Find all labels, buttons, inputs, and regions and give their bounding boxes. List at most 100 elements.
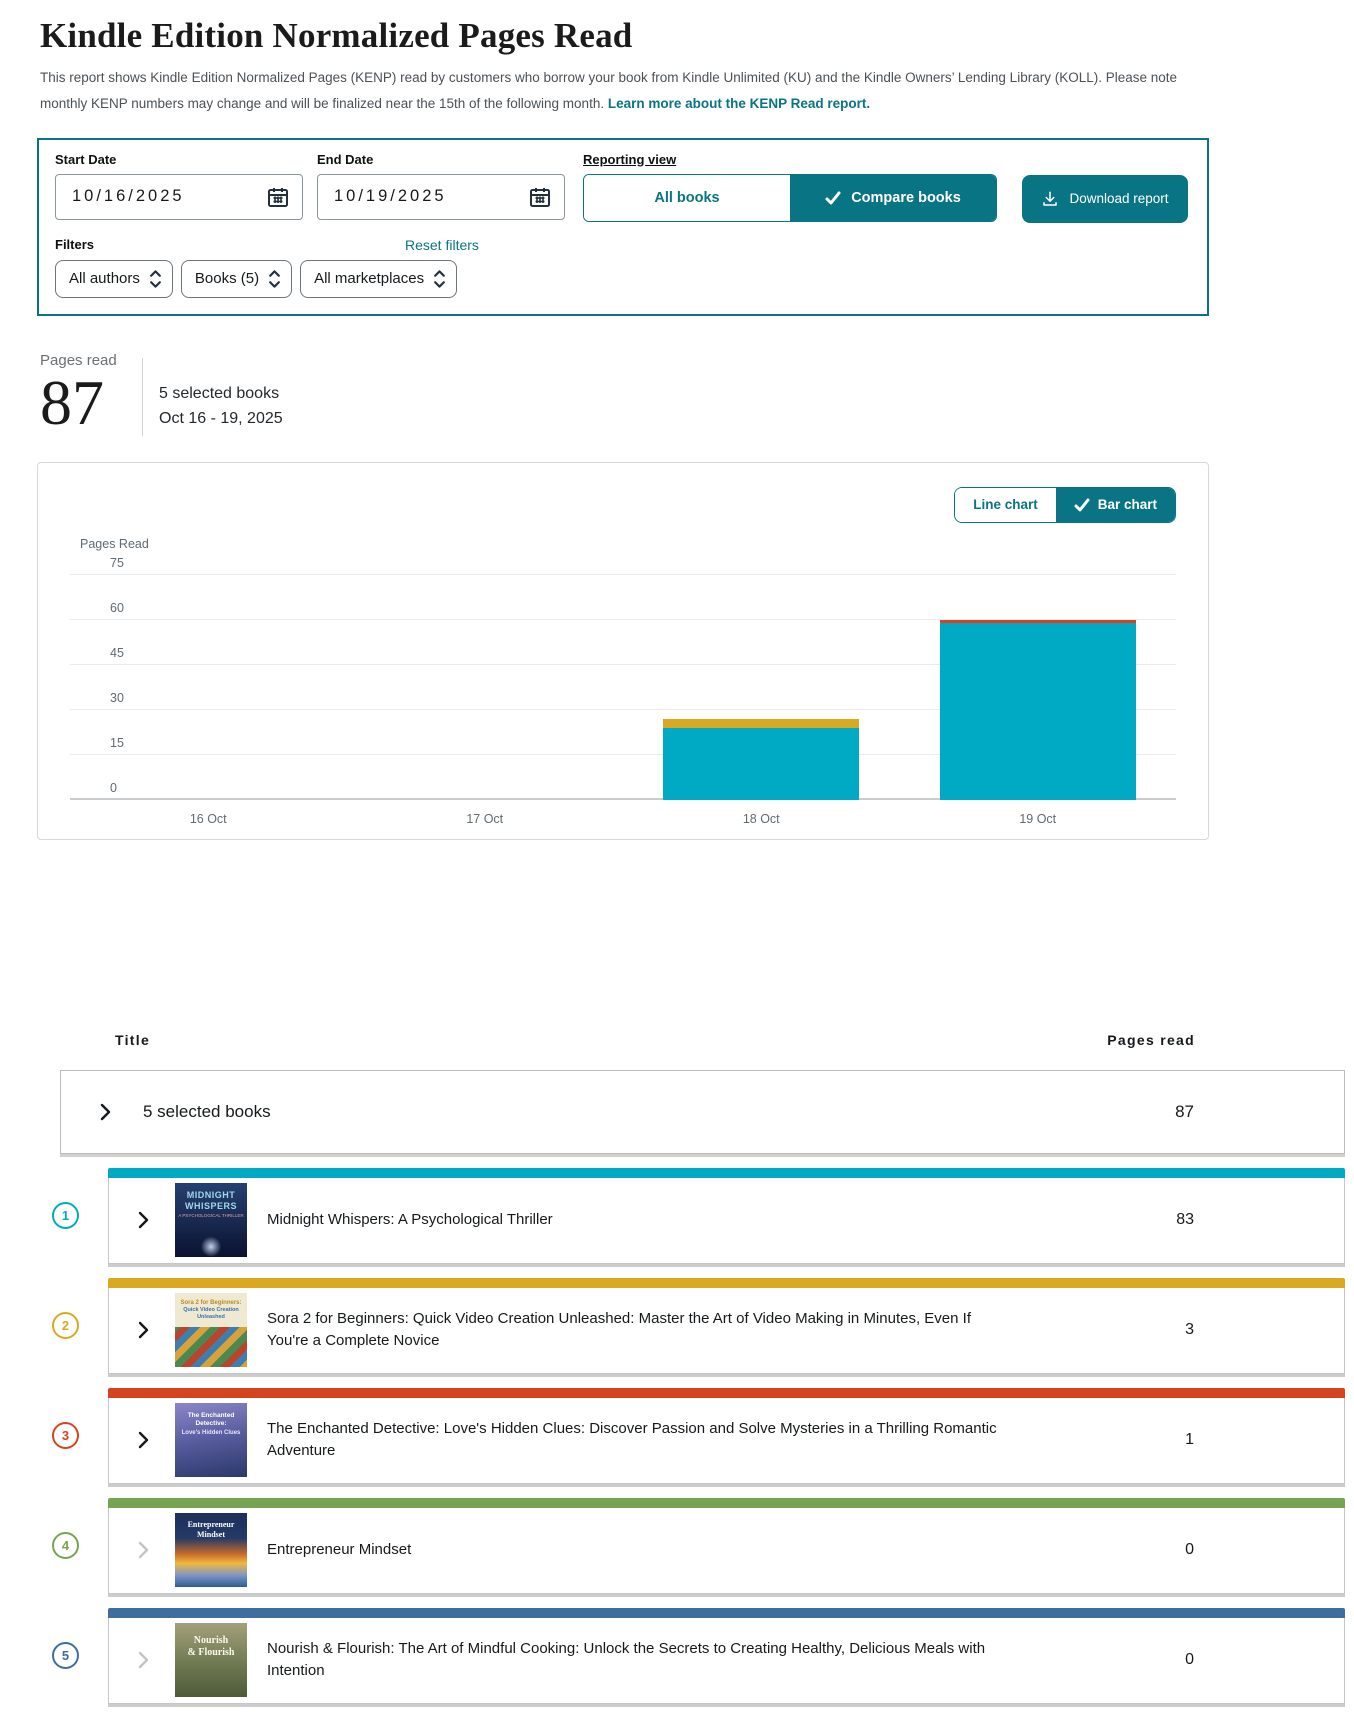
- book-title: Sora 2 for Beginners: Quick Video Creati…: [267, 1309, 971, 1350]
- book-row-box: Nourish & Flourish Nourish & Flourish: T…: [108, 1607, 1345, 1704]
- row-number-badge: 4: [52, 1532, 79, 1560]
- book-title: The Enchanted Detective: Love's Hidden C…: [267, 1419, 997, 1460]
- table-row: 2 Sora 2 for Beginners: Quick Video Crea…: [40, 1277, 1345, 1374]
- check-icon: [1074, 498, 1090, 512]
- row-number-badge: 3: [52, 1422, 79, 1450]
- title-column-header: Title: [115, 1031, 151, 1048]
- gridline: [70, 573, 1176, 575]
- row-number-badge: 5: [52, 1642, 79, 1670]
- selected-books-count: 5 selected books: [159, 384, 280, 402]
- chart-type-toggle: Line chart Bar chart: [954, 486, 1176, 523]
- description-text: This report shows Kindle Edition Normali…: [40, 70, 1178, 112]
- pages-read-value: 1: [1185, 1431, 1194, 1449]
- y-tick-label: 30: [110, 690, 124, 705]
- bars-layer: [70, 555, 1176, 800]
- metric-value: 87: [40, 366, 104, 438]
- gridline: [70, 753, 1176, 755]
- download-report-label: Download report: [1069, 191, 1169, 207]
- expand-chevron-icon[interactable]: [95, 1102, 115, 1122]
- all-books-toggle[interactable]: All books: [584, 174, 790, 221]
- expand-chevron-icon: [138, 1652, 149, 1669]
- expand-chevron-icon[interactable]: [133, 1320, 153, 1340]
- download-report-button[interactable]: Download report: [1022, 174, 1188, 223]
- table-header: Title Pages read: [40, 1032, 1345, 1048]
- book-row-box: The Enchanted Detective: Love's Hidden C…: [108, 1387, 1345, 1484]
- bar-chart-toggle[interactable]: Bar chart: [1055, 487, 1175, 522]
- books-dropdown[interactable]: Books (5): [180, 259, 293, 298]
- series-color-strip: [108, 1167, 1345, 1178]
- x-tick-label: 17 Oct: [466, 811, 504, 826]
- start-date-value[interactable]: 10/16/2025: [72, 187, 185, 206]
- reset-filters-link[interactable]: Reset filters: [405, 236, 479, 253]
- gridline: [70, 663, 1176, 665]
- book-title: Entrepreneur Mindset: [267, 1541, 412, 1559]
- page-description: This report shows Kindle Edition Normali…: [40, 65, 1212, 118]
- line-chart-toggle[interactable]: Line chart: [955, 487, 1056, 522]
- chevron-up-down-icon: [149, 269, 161, 288]
- series-color-strip: [108, 1277, 1345, 1288]
- row-number-gutter: 5: [40, 1608, 108, 1704]
- end-date-label: End Date: [317, 151, 374, 167]
- book-title: Nourish & Flourish: The Art of Mindful C…: [267, 1639, 986, 1680]
- bar-18-oct[interactable]: [663, 718, 860, 800]
- chevron-up-down-icon: [434, 269, 446, 288]
- book-cover-thumbnail: Sora 2 for Beginners: Quick Video Creati…: [175, 1293, 247, 1368]
- authors-dropdown[interactable]: All authors: [55, 259, 173, 298]
- compare-books-toggle[interactable]: Compare books: [790, 174, 996, 221]
- pages-read-value: 3: [1185, 1321, 1194, 1339]
- end-date-input[interactable]: 10/19/2025: [317, 173, 565, 220]
- book-cover-thumbnail: The Enchanted Detective: Love's Hidden C…: [175, 1403, 247, 1478]
- metric-label: Pages read: [40, 351, 117, 369]
- book-rows: 1 MIDNIGHT WHISPERS A PSYCHOLOGICAL THRI…: [40, 1167, 1345, 1704]
- pages-read-column-header: Pages read: [1107, 1031, 1195, 1048]
- learn-more-link[interactable]: Learn more about the KENP Read report.: [607, 96, 871, 112]
- marketplaces-dropdown[interactable]: All marketplaces: [300, 259, 458, 298]
- book-row-box: Sora 2 for Beginners: Quick Video Creati…: [108, 1277, 1345, 1374]
- date-range: Oct 16 - 19, 2025: [159, 409, 283, 427]
- divider: [142, 357, 143, 436]
- book-row-box: MIDNIGHT WHISPERS A PSYCHOLOGICAL THRILL…: [108, 1167, 1345, 1264]
- line-chart-label: Line chart: [973, 497, 1038, 513]
- row-number-gutter: 2: [40, 1278, 108, 1374]
- y-axis-title: Pages Read: [80, 536, 149, 551]
- all-books-label: All books: [654, 189, 720, 206]
- start-date-input[interactable]: 10/16/2025: [55, 173, 303, 220]
- row-number-gutter: 3: [40, 1388, 108, 1484]
- bar-segment: [663, 718, 860, 728]
- page-header: Kindle Edition Normalized Pages Read Thi…: [0, 0, 1354, 118]
- summary-row-value: 87: [1175, 1101, 1194, 1121]
- compare-books-label: Compare books: [851, 189, 961, 206]
- series-color-strip: [108, 1497, 1345, 1508]
- x-axis-labels: 16 Oct 17 Oct 18 Oct 19 Oct: [70, 812, 1176, 826]
- table-row: 3 The Enchanted Detective: Love's Hidden…: [40, 1387, 1345, 1484]
- start-date-label: Start Date: [55, 151, 117, 167]
- y-tick-label: 0: [110, 780, 117, 795]
- bar-segment: [939, 619, 1136, 623]
- bar-19-oct[interactable]: [939, 619, 1136, 800]
- calendar-icon[interactable]: [528, 185, 552, 209]
- bar-column: [347, 555, 624, 800]
- summary-row-label: 5 selected books: [143, 1101, 271, 1121]
- expand-chevron-icon[interactable]: [133, 1430, 153, 1450]
- filters-label: Filters: [55, 236, 95, 252]
- end-date-value[interactable]: 10/19/2025: [334, 187, 447, 206]
- download-icon: [1043, 191, 1058, 206]
- books-dropdown-value: Books (5): [194, 270, 260, 288]
- summary-row[interactable]: 5 selected books 87: [60, 1069, 1345, 1154]
- bar-segment: [663, 727, 860, 800]
- book-cover-thumbnail: Entrepreneur Mindset: [175, 1513, 247, 1588]
- series-color-strip: [108, 1607, 1345, 1618]
- calendar-icon[interactable]: [266, 185, 290, 209]
- book-cover-thumbnail: MIDNIGHT WHISPERS A PSYCHOLOGICAL THRILL…: [175, 1183, 247, 1258]
- bar-column: [70, 555, 347, 800]
- table-row: 4 Entrepreneur Mindset Entrepreneur Mind…: [40, 1497, 1345, 1594]
- table-row: 5 Nourish & Flourish Nourish & Flourish:…: [40, 1607, 1345, 1704]
- row-number-gutter: 4: [40, 1498, 108, 1594]
- gridline: [70, 708, 1176, 710]
- x-tick-label: 19 Oct: [1019, 811, 1057, 826]
- expand-chevron-icon[interactable]: [133, 1210, 153, 1230]
- row-number-badge: 2: [52, 1312, 79, 1340]
- gridline: [70, 797, 1176, 800]
- chart-panel: Line chart Bar chart Pages Read 0 15 30 45 6…: [37, 461, 1209, 840]
- book-title: Midnight Whispers: A Psychological Thril…: [267, 1211, 553, 1229]
